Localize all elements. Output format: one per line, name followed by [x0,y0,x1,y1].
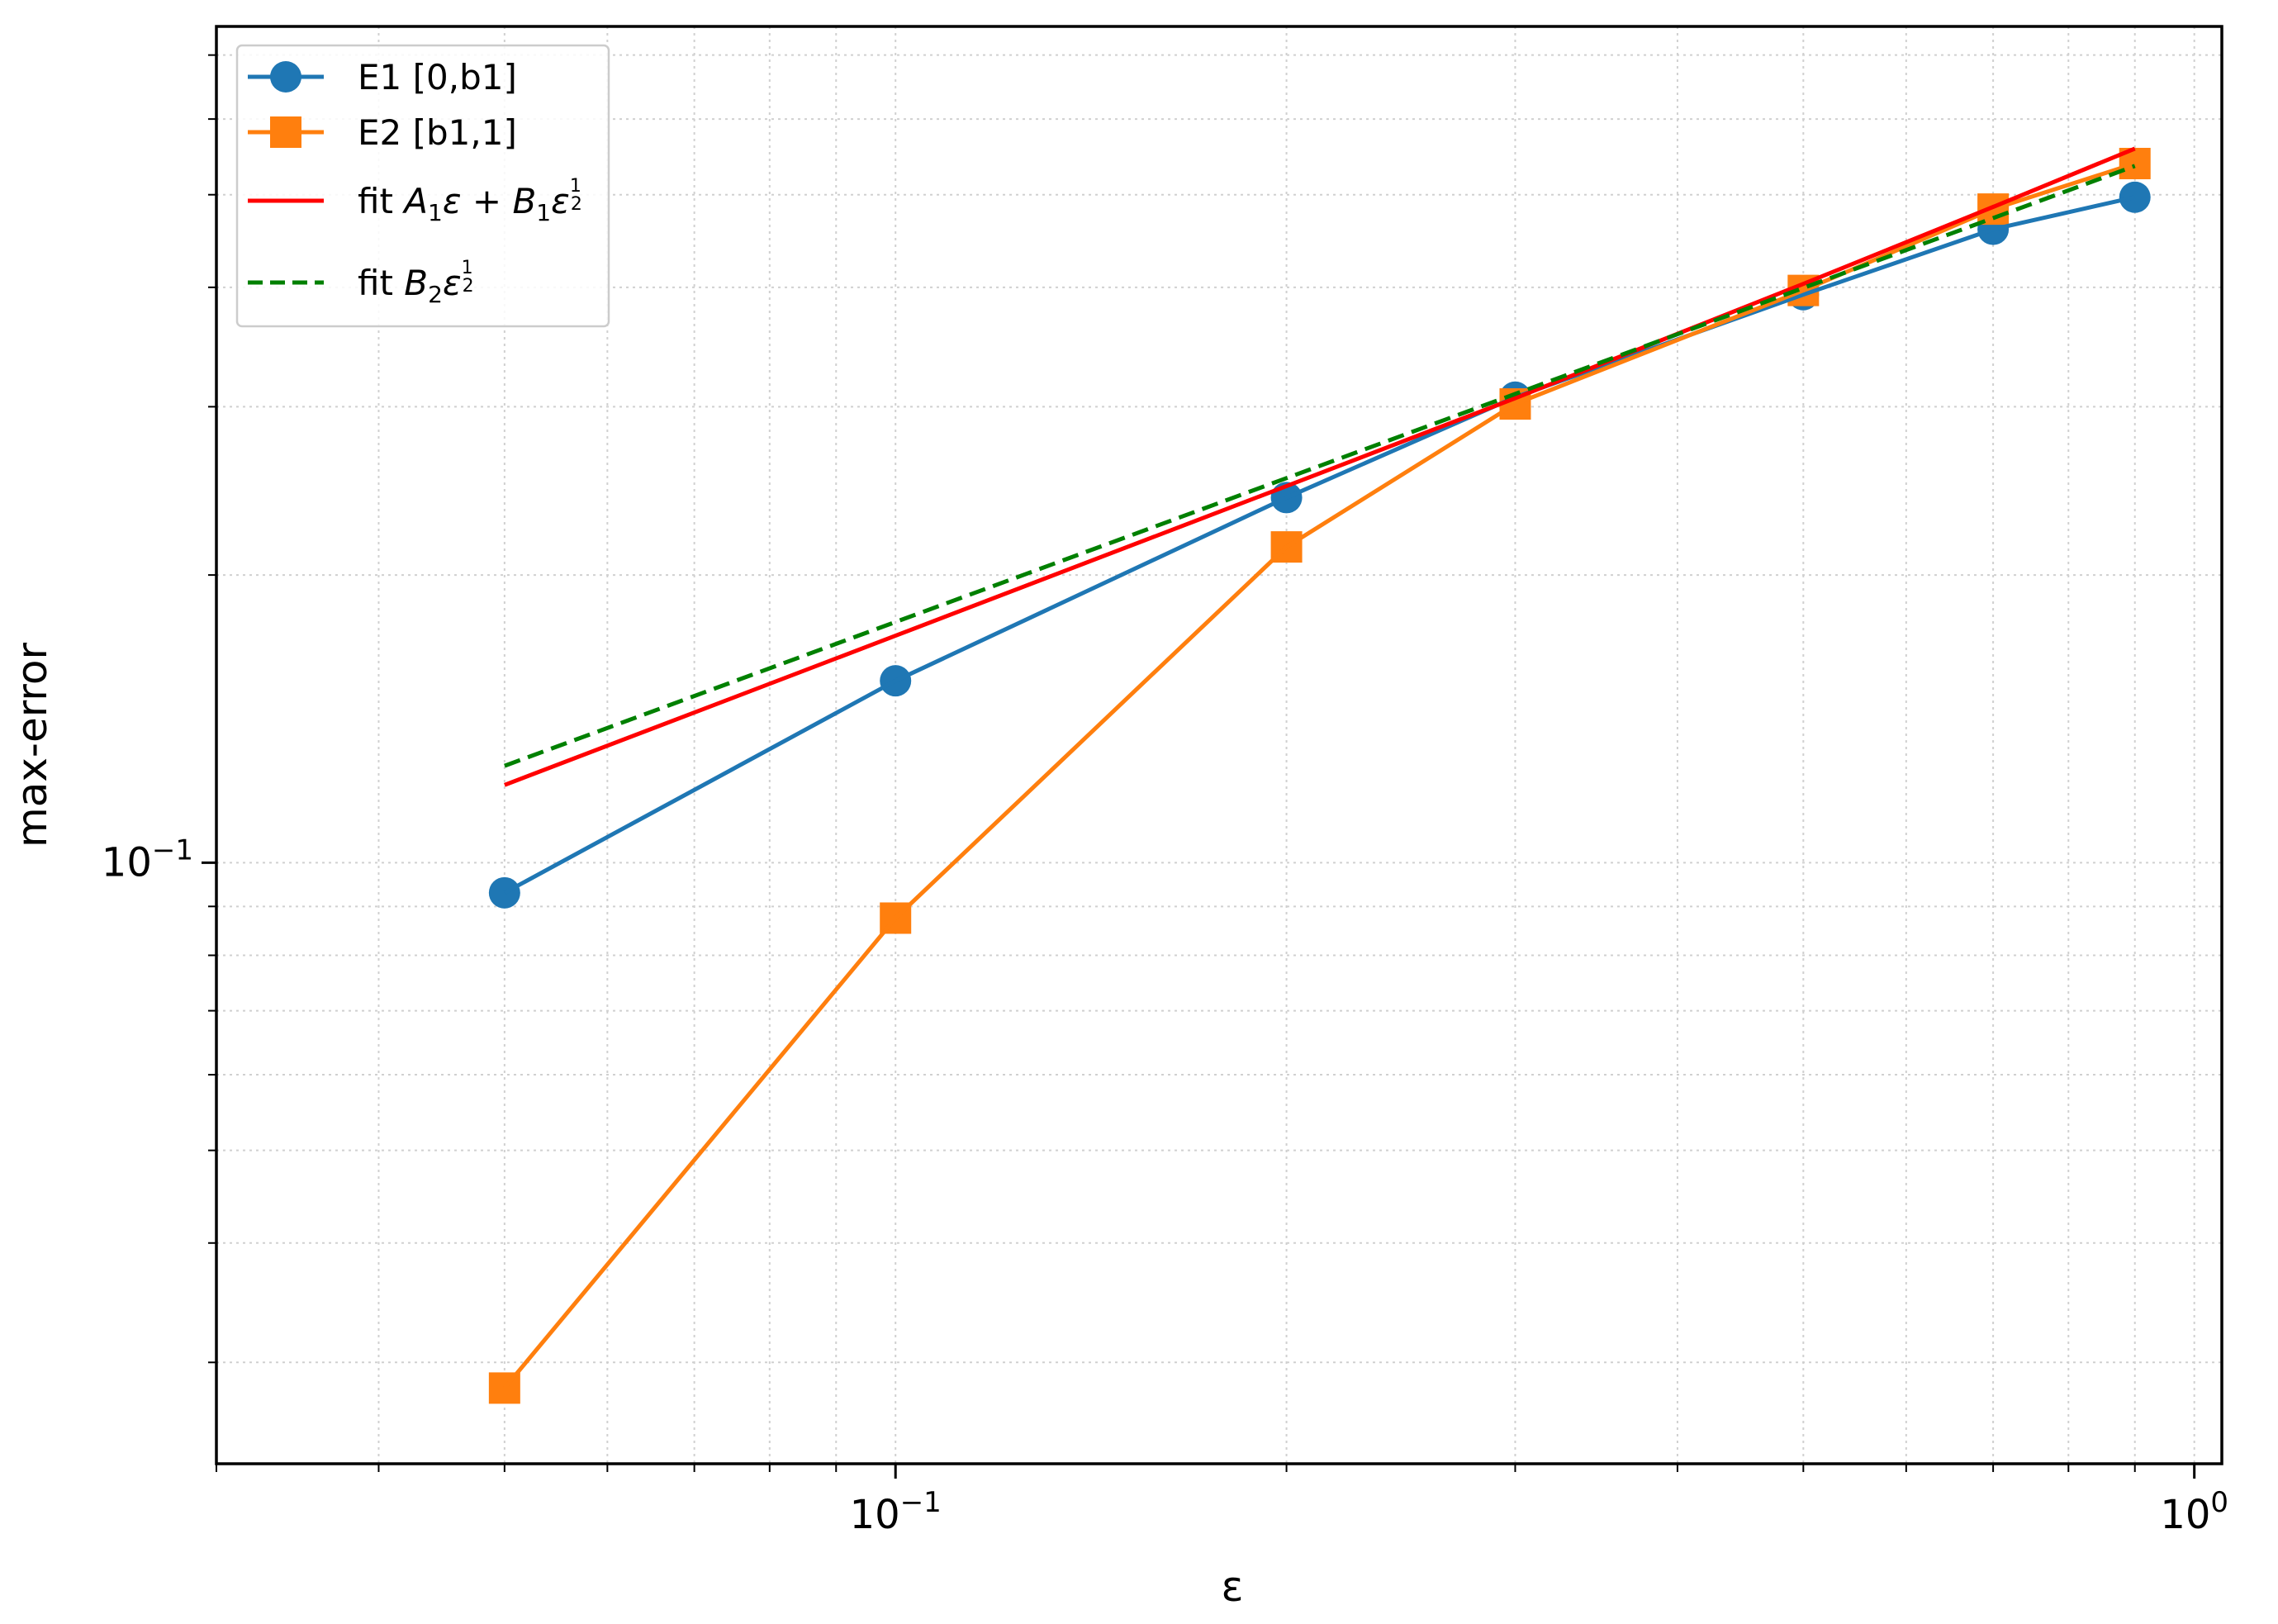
data-point [2119,181,2151,213]
legend-marker [270,116,301,148]
legend-label: fit A1ε + B1ε1 2 [358,176,582,226]
legend-box [235,44,610,328]
axis-ticks: 10−1 100 10−1 [102,54,2228,1538]
legend: E1 [0,b1] E2 [b1,1] fit A1ε + B1ε1 2 fit B2ε… [235,44,610,328]
series-line-2 [504,146,2136,787]
legend-label: E2 [b1,1] [358,112,517,153]
legend-label: fit B2ε1 2 [358,258,474,308]
y-axis-label: max-error [8,643,56,848]
x-tick-label: 10−1 [850,1486,942,1538]
plot-frame [215,25,2223,1465]
y-tick-label: 10−1 [102,833,193,886]
data-point [488,876,520,909]
x-tick-label: 100 [2160,1486,2228,1538]
x-axis-label: ε [1221,1563,1243,1611]
legend-marker [270,61,301,93]
plot-area [488,146,2151,1404]
legend-entry: E1 [0,b1] [248,57,517,97]
legend-entry: fit A1ε + B1ε1 2 [248,176,582,226]
legend-entry: E2 [b1,1] [248,112,517,153]
series-line-3 [504,164,2136,768]
legend-label: E1 [0,b1] [358,57,517,97]
legend-entry: fit B2ε1 2 [248,258,474,308]
